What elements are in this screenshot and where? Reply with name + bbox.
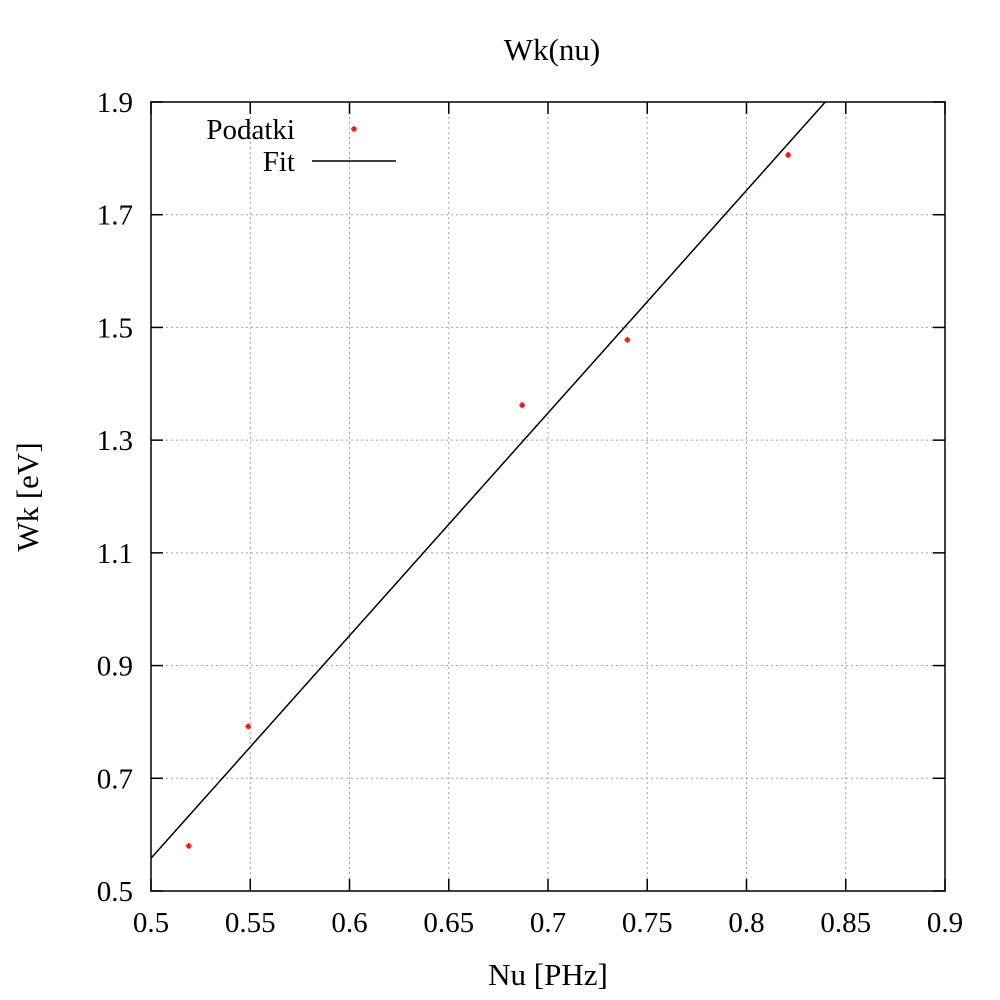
data-point bbox=[785, 151, 792, 158]
x-tick-label: 0.9 bbox=[927, 907, 963, 939]
x-tick-label: 0.85 bbox=[820, 907, 871, 939]
y-tick-label: 1.7 bbox=[97, 200, 133, 232]
y-tick-label: 0.5 bbox=[97, 876, 133, 908]
legend-label-fit: Fit bbox=[263, 146, 295, 178]
legend-swatch-podatki bbox=[351, 126, 357, 132]
plot-area bbox=[151, 102, 826, 859]
grid bbox=[151, 102, 945, 891]
data-point bbox=[519, 402, 526, 409]
legend-label-podatki: Podatki bbox=[206, 114, 295, 146]
x-tick-label: 0.8 bbox=[728, 907, 764, 939]
chart-title: Wk(nu) bbox=[504, 32, 600, 67]
x-tick-label: 0.5 bbox=[133, 907, 169, 939]
x-tick-label: 0.65 bbox=[423, 907, 474, 939]
data-point bbox=[245, 723, 252, 730]
fit-line bbox=[151, 102, 826, 859]
plot-frame bbox=[150, 101, 946, 892]
x-axis-label: Nu [PHz] bbox=[488, 957, 608, 992]
y-tick-label: 1.3 bbox=[97, 425, 133, 457]
y-tick-label: 1.5 bbox=[97, 312, 133, 344]
y-tick-label: 1.9 bbox=[97, 87, 133, 119]
data-point bbox=[185, 842, 192, 849]
y-tick-label: 0.7 bbox=[97, 763, 133, 795]
data-point-d2 bbox=[519, 402, 525, 408]
x-tick-label: 0.75 bbox=[622, 907, 673, 939]
data-point-d2 bbox=[624, 337, 630, 343]
y-tick-label: 1.1 bbox=[97, 538, 133, 570]
x-tick-label: 0.55 bbox=[225, 907, 276, 939]
data-point-d2 bbox=[186, 843, 192, 849]
tick-labels: 0.5 0.55 0.6 0.65 0.7 0.75 0.8 0.85 0.9 0.5 0.7 0.9… bbox=[97, 87, 963, 939]
y-axis-label: Wk [eV] bbox=[10, 442, 45, 551]
x-tick-label: 0.6 bbox=[331, 907, 367, 939]
legend-swatch-d2 bbox=[351, 126, 357, 132]
data-point-d2 bbox=[785, 152, 791, 158]
x-tick-label: 0.7 bbox=[530, 907, 566, 939]
data-point-d2 bbox=[245, 724, 251, 729]
y-tick-label: 0.9 bbox=[97, 651, 133, 683]
data-point bbox=[624, 336, 631, 343]
